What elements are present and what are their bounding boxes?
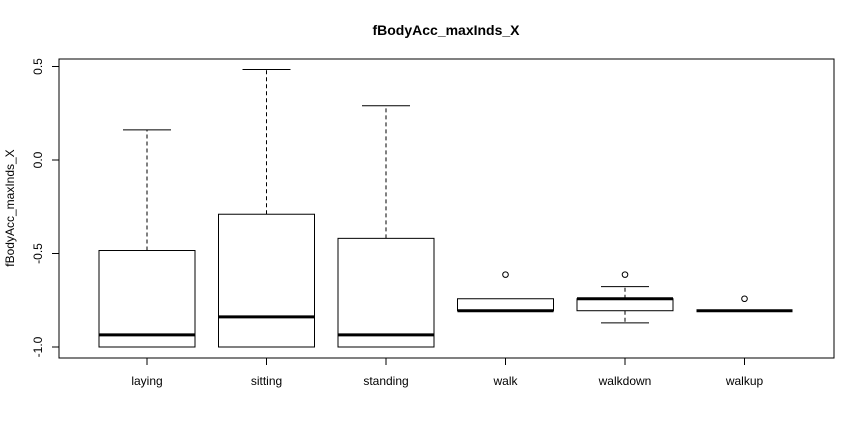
box-iqr	[576, 298, 674, 312]
outlier-point	[621, 271, 629, 278]
box-iqr	[98, 250, 196, 348]
box-laying	[98, 129, 196, 348]
y-axis: -1.0 -0.5 0.0 0.5	[31, 58, 60, 357]
x-tick-label: laying	[131, 374, 162, 388]
outlier-point	[741, 295, 748, 303]
x-tick-label: sitting	[251, 374, 282, 388]
box-iqr	[457, 298, 554, 312]
outlier-point	[502, 271, 509, 278]
box-iqr	[218, 213, 315, 348]
x-tick-label: walk	[492, 374, 518, 388]
y-axis-label: fBodyAcc_maxInds_X	[3, 149, 17, 266]
box-walk	[457, 271, 554, 313]
box-walkdown	[576, 271, 674, 324]
x-tick-label: walkdown	[598, 374, 652, 388]
box-iqr	[337, 237, 435, 348]
box-sitting	[218, 68, 315, 348]
y-tick-label: 0.0	[31, 151, 45, 168]
x-axis: laying sitting standing walk walkdown walkup	[131, 357, 764, 388]
x-tick-label: standing	[363, 374, 408, 388]
y-tick-label: -1.0	[31, 336, 45, 357]
plot-frame	[58, 58, 835, 359]
y-tick-label: 0.5	[31, 58, 45, 75]
box-walkup	[696, 295, 793, 313]
x-tick-label: walkup	[725, 374, 764, 388]
box-plot-series	[98, 68, 793, 348]
chart-title: fBodyAcc_maxInds_X	[372, 22, 520, 38]
y-tick-label: -0.5	[31, 243, 45, 264]
box-standing	[337, 105, 435, 348]
